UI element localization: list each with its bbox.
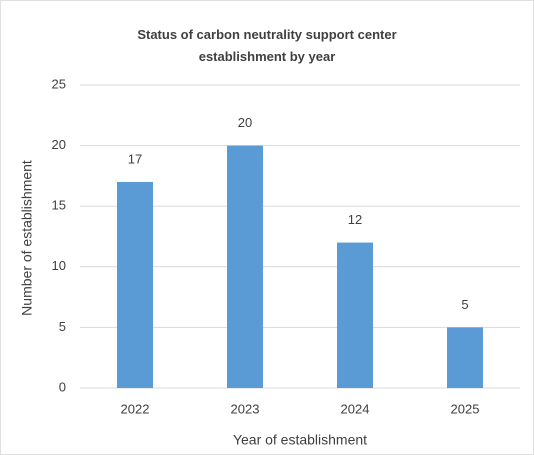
bar (337, 242, 373, 388)
y-axis-title: Number of establishment (19, 160, 35, 316)
data-label: 17 (128, 151, 142, 166)
bar (227, 145, 263, 388)
x-tick-label: 2023 (231, 401, 260, 416)
y-tick-label: 20 (52, 137, 66, 152)
chart-title: Status of carbon neutrality support cent… (137, 27, 397, 64)
y-tick-label: 0 (59, 379, 66, 394)
y-tick-label: 5 (59, 319, 66, 334)
bar (447, 327, 483, 388)
x-tick-label: 2025 (451, 401, 480, 416)
x-tick-label: 2022 (121, 401, 150, 416)
x-axis-title: Year of establishment (233, 432, 367, 448)
y-tick-label: 15 (52, 198, 66, 213)
bar (117, 181, 153, 388)
x-tick-label: 2024 (341, 401, 370, 416)
data-label: 12 (348, 212, 362, 227)
data-label: 20 (238, 115, 252, 130)
y-tick-label: 25 (52, 76, 66, 91)
y-tick-label: 10 (52, 258, 66, 273)
data-label: 5 (461, 297, 468, 312)
